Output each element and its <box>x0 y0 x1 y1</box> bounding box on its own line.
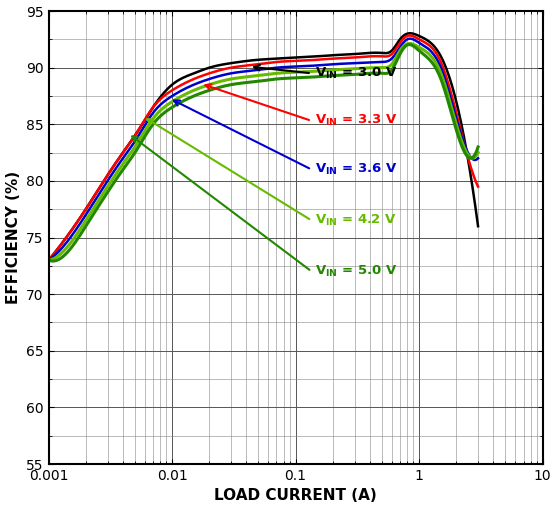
Text: V$_{\mathregular{IN}}$ = 5.0 V: V$_{\mathregular{IN}}$ = 5.0 V <box>315 264 397 279</box>
X-axis label: LOAD CURRENT (A): LOAD CURRENT (A) <box>214 489 377 503</box>
Text: V$_{\mathregular{IN}}$ = 3.0 V: V$_{\mathregular{IN}}$ = 3.0 V <box>315 66 397 81</box>
Text: V$_{\mathregular{IN}}$ = 4.2 V: V$_{\mathregular{IN}}$ = 4.2 V <box>315 213 397 228</box>
Y-axis label: EFFICIENCY (%): EFFICIENCY (%) <box>6 171 21 304</box>
Text: V$_{\mathregular{IN}}$ = 3.6 V: V$_{\mathregular{IN}}$ = 3.6 V <box>315 162 397 177</box>
Text: V$_{\mathregular{IN}}$ = 3.3 V: V$_{\mathregular{IN}}$ = 3.3 V <box>315 114 397 128</box>
